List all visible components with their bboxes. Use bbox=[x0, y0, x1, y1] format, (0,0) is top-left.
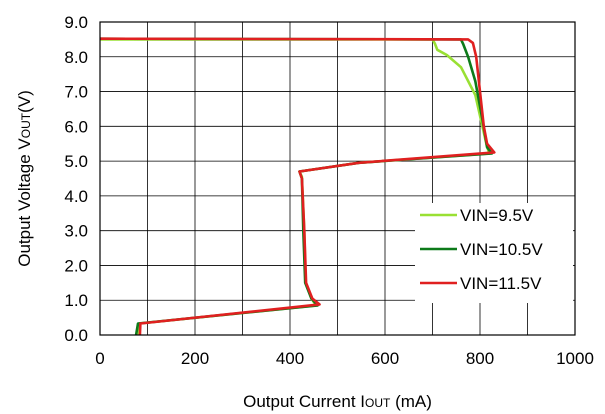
x-tick-label: 600 bbox=[371, 349, 399, 368]
legend-label: VIN=10.5V bbox=[460, 240, 543, 259]
y-tick-label: 1.0 bbox=[64, 291, 88, 310]
y-axis-label-sub: OUT bbox=[19, 112, 33, 138]
x-tick-label: 1000 bbox=[556, 349, 594, 368]
x-axis-label-unit: (mA) bbox=[390, 392, 432, 411]
y-tick-labels: 0.0 1.0 2.0 3.0 4.0 5.0 6.0 7.0 8.0 9.0 bbox=[64, 13, 88, 345]
y-axis-label-unit: (V) bbox=[15, 90, 34, 113]
series-line bbox=[99, 37, 496, 336]
x-axis-label-main: Output Current I bbox=[243, 392, 365, 411]
y-tick-label: 7.0 bbox=[64, 83, 88, 102]
series-lines bbox=[99, 37, 496, 336]
y-tick-label: 0.0 bbox=[64, 326, 88, 345]
y-tick-label: 3.0 bbox=[64, 222, 88, 241]
y-tick-label: 4.0 bbox=[64, 187, 88, 206]
x-tick-label: 400 bbox=[276, 349, 304, 368]
legend-background bbox=[415, 203, 573, 303]
legend: VIN=9.5V VIN=10.5V VIN=11.5V bbox=[415, 203, 573, 303]
plot-frame bbox=[99, 21, 576, 336]
y-tick-label: 6.0 bbox=[64, 117, 88, 136]
x-tick-label: 800 bbox=[466, 349, 494, 368]
x-tick-labels: 0 200 400 600 800 1000 bbox=[95, 349, 594, 368]
y-axis-label: Output Voltage VOUT(V) bbox=[15, 90, 34, 267]
y-axis-label-main: Output Voltage V bbox=[15, 138, 34, 267]
x-tick-label: 0 bbox=[95, 349, 104, 368]
y-tick-label: 9.0 bbox=[64, 13, 88, 32]
y-tick-label: 8.0 bbox=[64, 48, 88, 67]
legend-label: VIN=9.5V bbox=[460, 206, 534, 225]
legend-label: VIN=11.5V bbox=[460, 274, 542, 293]
y-tick-label: 5.0 bbox=[64, 152, 88, 171]
x-tick-label: 200 bbox=[181, 349, 209, 368]
x-axis-label: Output Current IOUT (mA) bbox=[243, 392, 432, 411]
x-axis-label-sub: OUT bbox=[365, 396, 391, 410]
y-tick-label: 2.0 bbox=[64, 256, 88, 275]
